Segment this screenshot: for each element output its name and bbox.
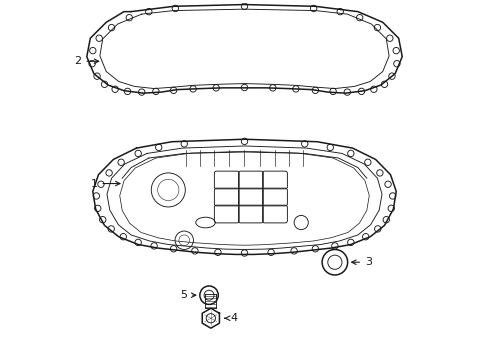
- Text: 2: 2: [74, 56, 99, 66]
- Text: 4: 4: [224, 313, 237, 323]
- Text: 5: 5: [180, 290, 195, 300]
- Text: 1: 1: [90, 179, 120, 189]
- Text: 3: 3: [351, 257, 371, 267]
